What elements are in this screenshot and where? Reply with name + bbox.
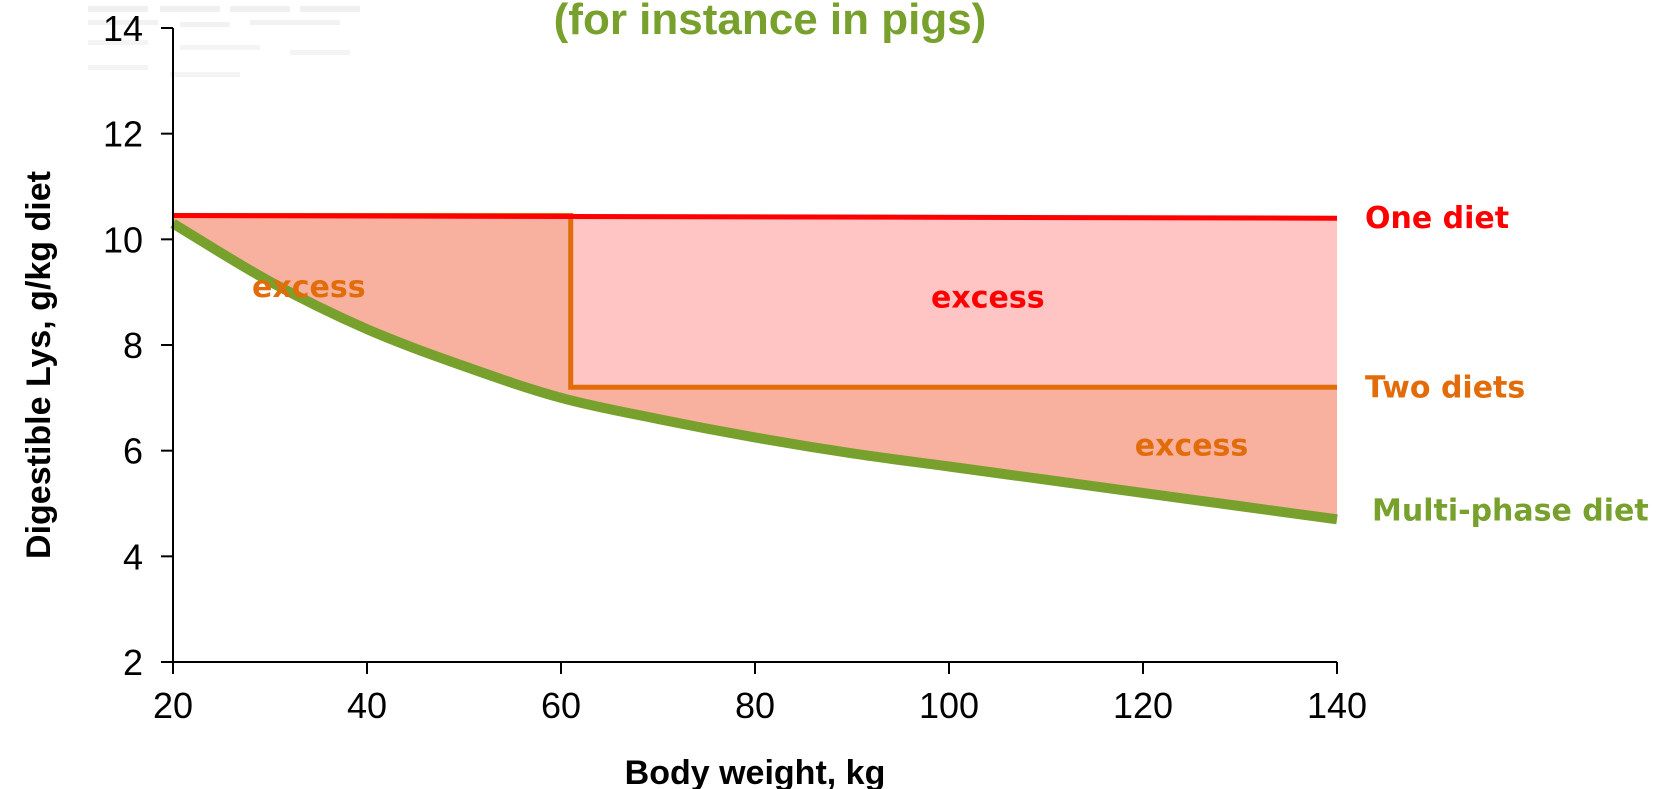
excess-annotation: excess [1135, 428, 1249, 463]
y-tick-label: 2 [123, 642, 143, 683]
x-tick-label: 40 [347, 685, 387, 726]
two-diets-excess-area-right [570, 387, 1337, 520]
faded-logo [88, 6, 360, 77]
one-diet-excess-area [570, 215, 1337, 388]
y-tick-label: 8 [123, 325, 143, 366]
series-label: One diet [1365, 201, 1509, 236]
y-axis-title: Digestible Lys, g/kg diet [20, 171, 58, 559]
series-lines [170, 213, 1338, 525]
x-tick-label: 60 [541, 685, 581, 726]
one-diet-line [172, 213, 1338, 221]
excess-annotation: excess [252, 270, 366, 305]
x-tick-label: 140 [1307, 685, 1367, 726]
chart-title: (for instance in pigs) [554, 0, 987, 44]
y-tick-label: 4 [123, 536, 143, 577]
y-tick-label: 10 [103, 219, 143, 260]
y-tick-label: 6 [123, 431, 143, 472]
x-tick-label: 80 [735, 685, 775, 726]
series-label: Multi-phase diet [1372, 493, 1649, 528]
two-diets-excess-area-left [173, 215, 571, 400]
x-axis-title: Body weight, kg [625, 754, 886, 789]
x-tick-label: 100 [919, 685, 979, 726]
excess-regions [173, 215, 1337, 520]
y-tick-label: 14 [103, 8, 143, 49]
multi-phase-diet-line [170, 219, 1338, 525]
x-tick-label: 120 [1113, 685, 1173, 726]
chart-labels: One diet Two diets Multi-phase diet excess e… [252, 201, 1649, 528]
excess-annotation: excess [931, 280, 1045, 315]
series-label: Two diets [1365, 370, 1525, 405]
axes: 2 4 6 8 10 12 14 20 40 60 80 100 120 140 [103, 8, 1367, 726]
x-tick-label: 20 [153, 685, 193, 726]
y-tick-label: 12 [103, 114, 143, 155]
